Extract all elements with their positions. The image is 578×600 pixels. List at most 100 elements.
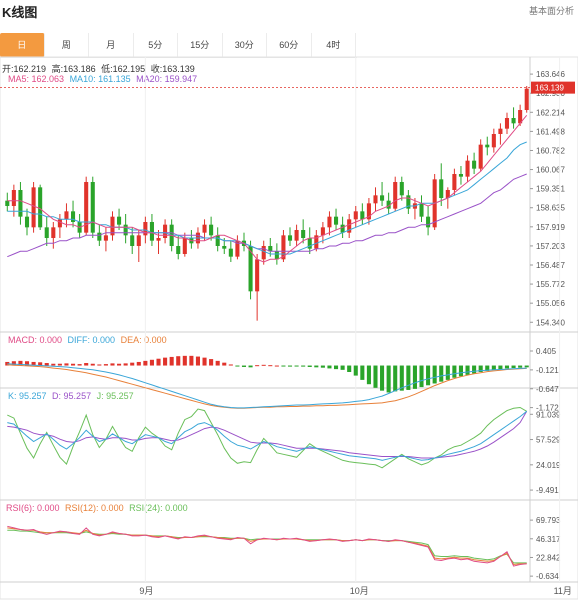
macd-tick-label-1: -0.121 [536,366,559,375]
candle-body-66 [439,179,444,198]
candle-body-50 [333,216,339,225]
macd-bar-62 [412,365,417,389]
candle-body-37 [248,246,253,292]
macd-bar-49 [327,365,332,369]
chart-frame [0,56,578,600]
candle-body-27 [182,238,187,254]
tab-7[interactable]: 4时 [312,33,356,57]
fundamental-analysis-link[interactable]: 基本面分析 [528,6,574,16]
tab-5[interactable]: 30分 [223,33,267,57]
candle-body-15 [103,235,108,241]
kdj-k-line [7,410,528,461]
macd-bar-9 [64,363,69,366]
macd-bar-12 [84,363,89,366]
tab-4[interactable]: 15分 [178,33,223,57]
candle-body-56 [373,195,378,204]
d-value: D: 95.257 [52,391,92,401]
k-value: K: 95.257 [8,391,47,401]
macd-bar-37 [248,365,253,368]
macd-bar-40 [268,365,273,367]
macd-bar-78 [518,365,523,368]
macd-bar-0 [5,361,10,366]
macd-bar-61 [406,365,411,390]
candle-body-21 [143,222,148,236]
macd-bar-25 [169,356,174,366]
macd-bar-5 [38,362,43,366]
candle-body-71 [472,160,477,169]
tab-0[interactable]: 日 [0,33,45,57]
candle-body-43 [287,235,293,241]
ma5-value: MA5: 162.063 [8,74,65,84]
candle-body-9 [64,211,69,220]
macd-bar-1 [11,361,16,366]
macd-bar-13 [90,363,95,366]
macd-bar-23 [156,358,161,366]
candle-body-4 [31,187,36,228]
candle-body-32 [215,235,220,246]
tab-1[interactable]: 周 [45,33,89,57]
candle-body-42 [281,235,286,260]
macd-bar-20 [136,361,141,366]
candle-body-18 [123,224,128,236]
candle-body-2 [18,190,23,217]
candle-body-38 [255,259,260,292]
price-tick-label-8: 157.919 [536,223,565,232]
candle-body-16 [110,216,115,236]
candle-body-61 [406,195,411,209]
candle-body-59 [393,182,398,209]
candle-body-34 [228,248,233,257]
candle-body-67 [445,190,450,198]
macd-bar-51 [340,365,345,370]
macd-bar-42 [281,365,286,367]
tab-3[interactable]: 5分 [134,33,178,57]
candle-body-73 [485,144,490,148]
macd-bar-6 [44,363,49,366]
candle-body-53 [353,211,358,220]
macd-bar-58 [386,365,391,393]
candle-body-70 [465,160,470,177]
candle-body-17 [117,216,122,225]
macd-tick-label-2: -0.647 [536,385,559,394]
candle-body-68 [452,174,457,190]
macd-bar-16 [110,363,115,366]
macd-bar-72 [478,365,483,372]
macd-bar-19 [130,362,135,366]
macd-bar-47 [314,365,319,368]
price-tick-label-13: 154.340 [536,318,565,327]
macd-bar-54 [360,365,365,380]
macd-bar-74 [491,365,496,370]
tab-2[interactable]: 月 [89,33,134,57]
kdj-tick-label-0: 91.039 [536,410,561,419]
ma20-value: MA20: 159.947 [136,74,198,84]
macd-bar-79 [524,365,529,368]
price-tick-label-5: 160.067 [536,166,565,175]
macd-bar-50 [333,365,339,370]
candle-body-14 [97,232,102,241]
page-title: K线图 [2,5,38,20]
price-tick-label-7: 158.635 [536,204,565,213]
macd-bar-4 [31,361,36,366]
candle-body-44 [294,230,299,241]
candle-body-46 [307,238,312,249]
candle-body-35 [235,240,240,257]
macd-bar-66 [439,365,444,382]
candle-body-8 [57,219,62,228]
macd-bar-63 [419,365,424,388]
candle-body-6 [44,227,49,238]
tab-6[interactable]: 60分 [267,33,312,57]
macd-bar-73 [485,365,490,371]
candle-body-3 [24,216,30,228]
macd-bar-53 [353,365,358,376]
candle-body-45 [301,230,306,238]
macd-tick-label-0: 0.405 [536,347,557,356]
candle-body-24 [163,224,168,238]
ma-info: MA5: 162.063 MA10: 161.135 MA20: 159.947 [8,74,200,84]
candle-body-7 [51,227,56,238]
candle-body-60 [399,182,404,196]
price-tick-label-6: 159.351 [536,185,565,194]
macd-bar-3 [24,361,30,366]
rsi6-line [7,525,527,567]
macd-bar-31 [209,359,214,366]
candle-body-1 [11,190,16,206]
